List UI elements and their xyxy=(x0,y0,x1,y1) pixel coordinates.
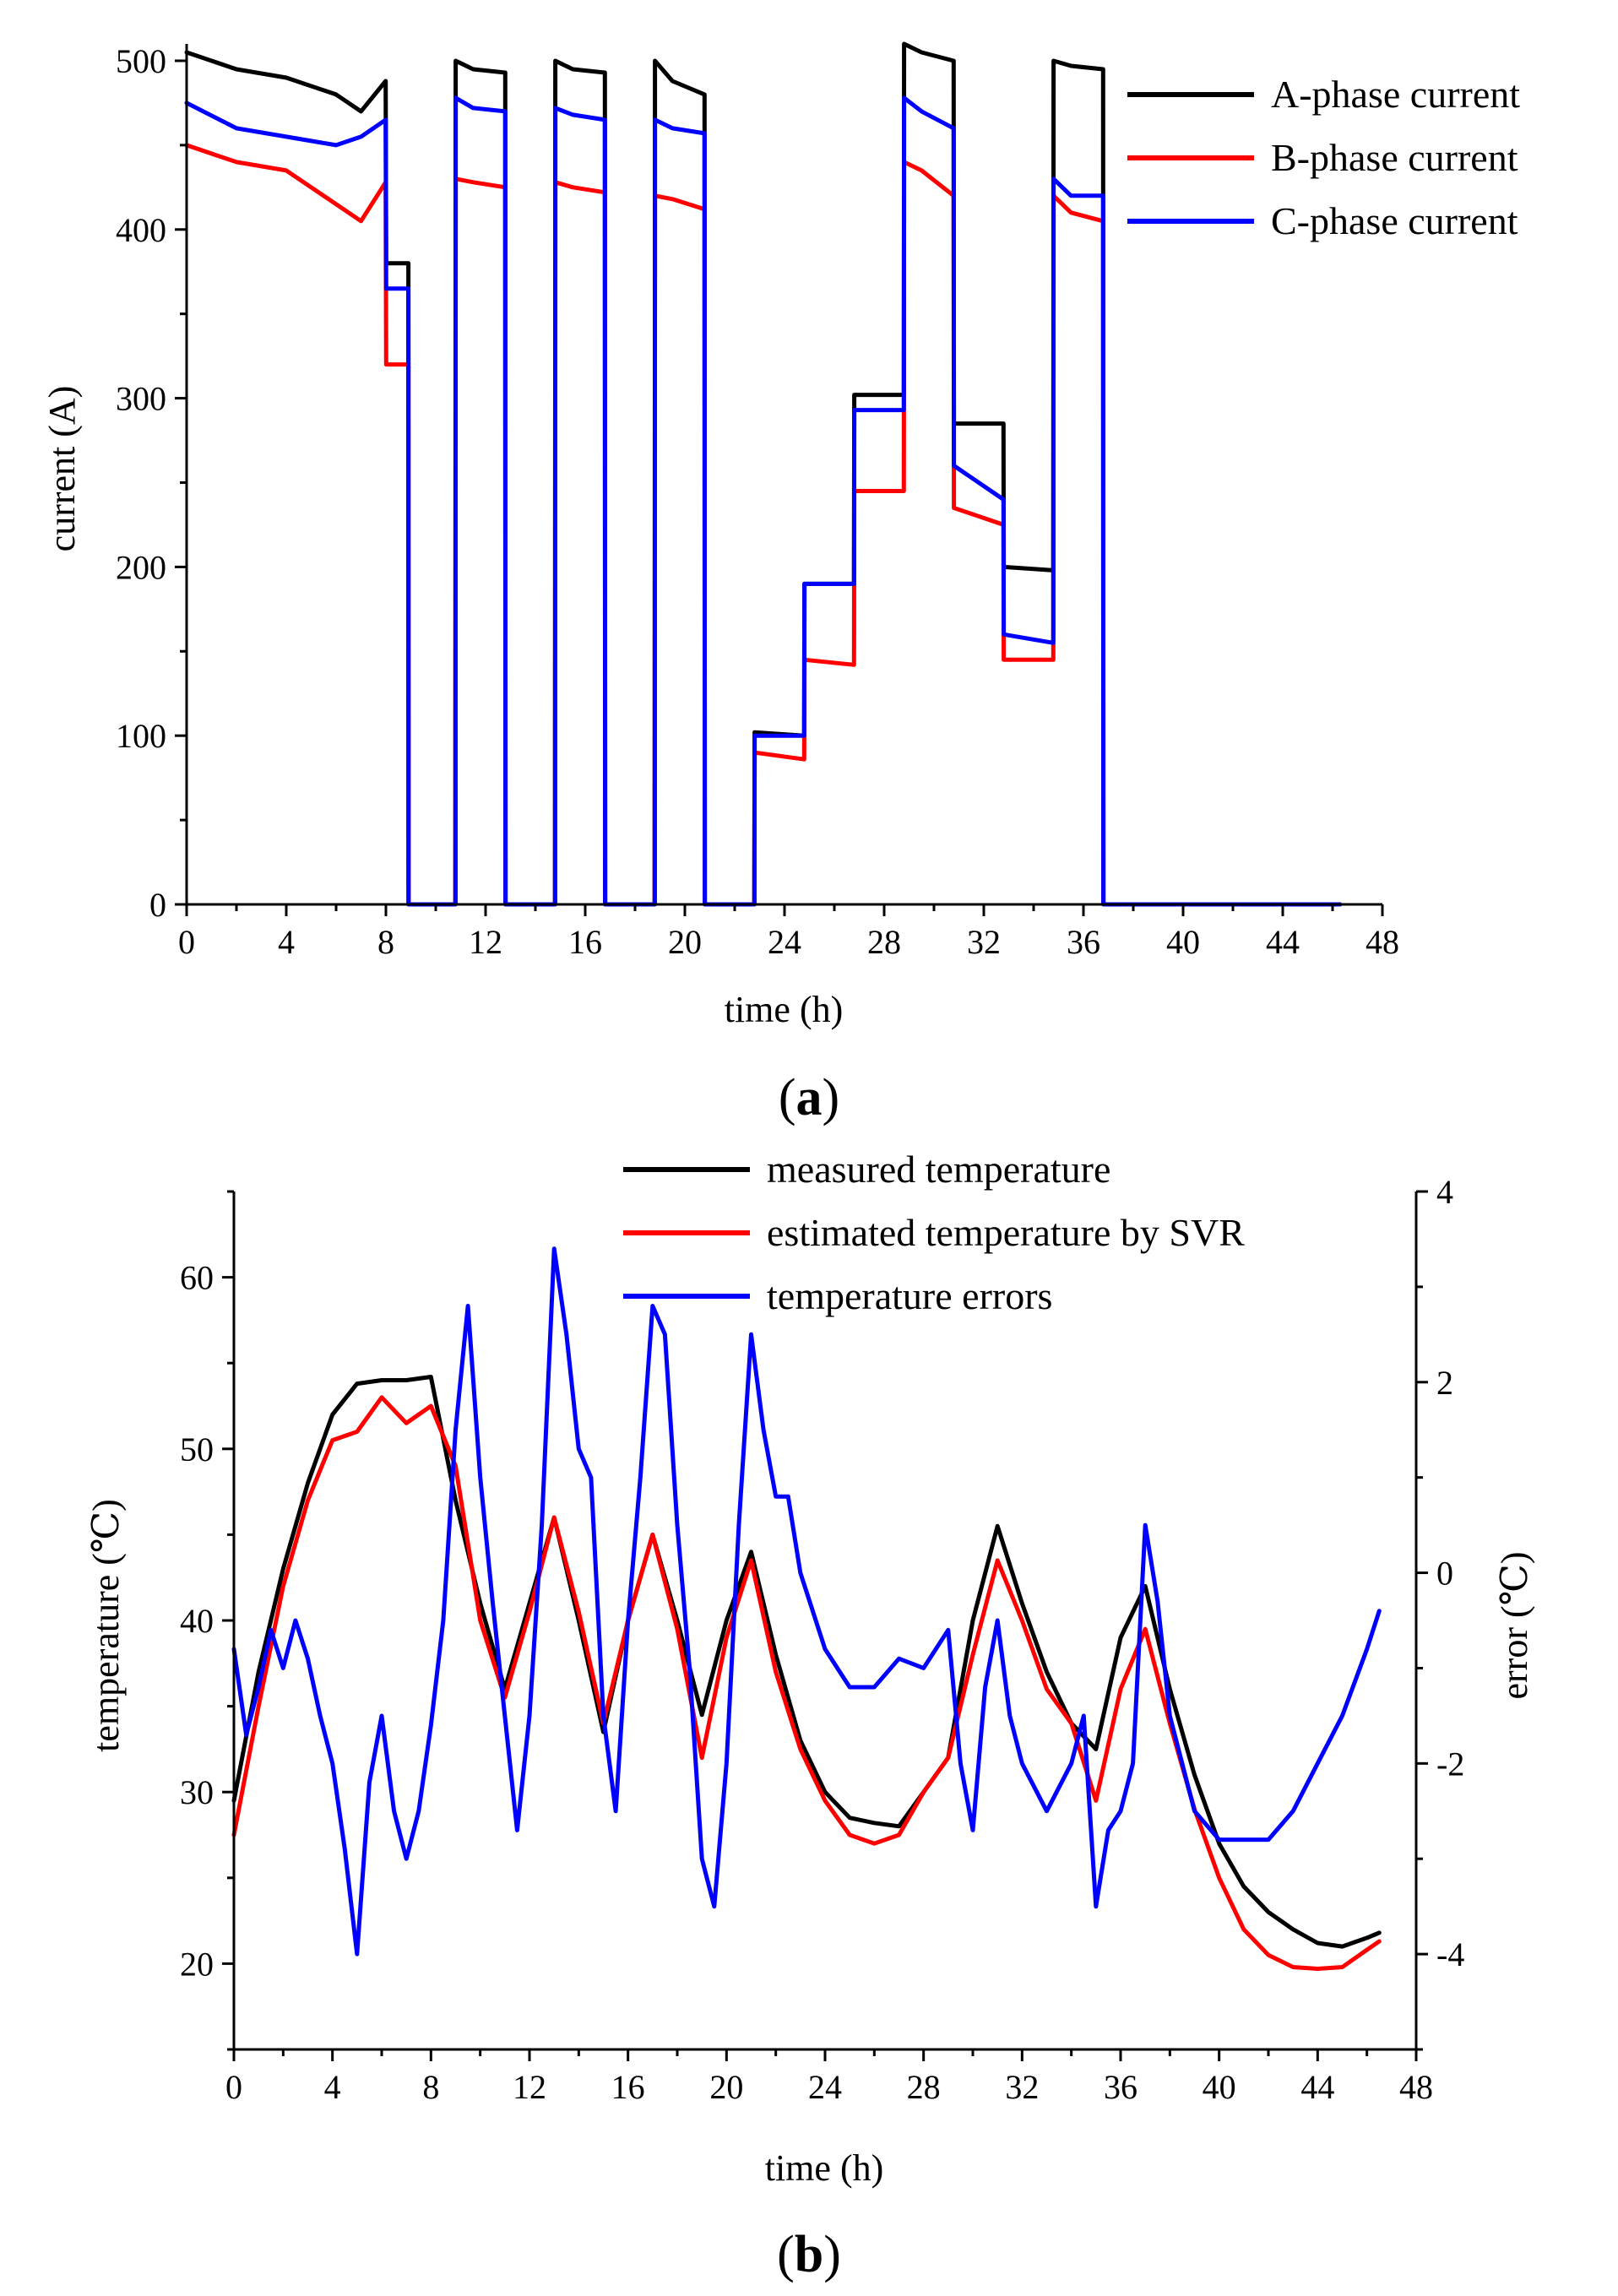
chart-a-legend-label-b-phase-current: B-phase current xyxy=(1271,136,1518,179)
chart-a: 0 4 8 12 16 20 24 28 32 36 40 44 480100200300400500 … xyxy=(41,41,1520,1126)
chart-a-series-group xyxy=(184,41,1343,907)
chart-b-panel-letter: b xyxy=(795,2226,823,2283)
chart-a-x-tick-label: 8 xyxy=(377,923,394,961)
chart-b-x-tick-label: 32 xyxy=(1005,2068,1039,2106)
chart-a-axes xyxy=(185,44,1382,906)
chart-a-panel-label: (a) xyxy=(779,1069,839,1126)
chart-b-y-tick-label: 40 xyxy=(180,1602,214,1640)
chart-b-y-tick-label: 30 xyxy=(180,1773,214,1811)
chart-a-x-tick-label: 32 xyxy=(967,923,1001,961)
chart-a-x-tick-label: 20 xyxy=(668,923,702,961)
chart-a-y-tick-label: 0 xyxy=(149,886,166,924)
chart-a-y-axis-label: current (A) xyxy=(41,386,83,552)
chart-b-series-group xyxy=(231,1246,1382,1971)
chart-b-y-tick-label: 20 xyxy=(180,1945,214,1983)
chart-a-x-tick-label: 28 xyxy=(867,923,901,961)
chart-a-panel-letter: a xyxy=(796,1069,823,1126)
chart-a-x-tick-label: 4 xyxy=(278,923,295,961)
chart-b-x-tick-label: 24 xyxy=(808,2068,842,2106)
chart-b-x-tick-label: 44 xyxy=(1300,2068,1334,2106)
chart-a-y-tick-label: 500 xyxy=(116,42,166,80)
chart-a-y-tick-label: 200 xyxy=(116,548,166,586)
chart-b-y-axis-label: temperature (℃) xyxy=(85,1499,127,1752)
chart-b-x-tick-label: 36 xyxy=(1104,2068,1137,2106)
chart-b-series-estimated-temperature-by-svr xyxy=(231,1395,1382,1971)
chart-b-x-tick-label: 12 xyxy=(513,2068,546,2106)
chart-b-x-tick-label: 40 xyxy=(1203,2068,1236,2106)
chart-b-legend-label-measured-temperature: measured temperature xyxy=(767,1148,1110,1191)
chart-a-legend-label-a-phase-current: A-phase current xyxy=(1271,73,1520,116)
chart-b-panel-label: (b) xyxy=(777,2226,841,2283)
chart-b: 0 4 8 12 16 20 24 28 32 36 40 44 482030405060-4-2024… xyxy=(85,1148,1535,2283)
chart-b-legend-label-temperature-errors: temperature errors xyxy=(767,1274,1052,1317)
chart-a-x-tick-label: 0 xyxy=(178,923,195,961)
chart-b-y2-tick-label: -2 xyxy=(1436,1745,1464,1783)
chart-a-series-b-phase-current xyxy=(184,143,1343,907)
chart-b-y2-tick-label: 4 xyxy=(1436,1173,1453,1211)
chart-a-y-tick-label: 400 xyxy=(116,211,166,249)
chart-a-x-tick-label: 44 xyxy=(1266,923,1300,961)
chart-a-y-tick-label: 300 xyxy=(116,380,166,418)
chart-a-y-tick-label: 100 xyxy=(116,717,166,755)
chart-a-x-tick-label: 40 xyxy=(1166,923,1200,961)
chart-a-series-a-phase-current xyxy=(184,41,1343,907)
chart-b-x-tick-label: 0 xyxy=(225,2068,242,2106)
chart-b-y-tick-label: 60 xyxy=(180,1259,214,1297)
chart-a-x-tick-label: 24 xyxy=(768,923,801,961)
chart-b-x-axis-label: time (h) xyxy=(765,2147,884,2189)
chart-b-series-temperature-errors xyxy=(231,1246,1382,1957)
chart-b-x-tick-label: 48 xyxy=(1399,2068,1433,2106)
chart-a-legend: A-phase current B-phase current C-phase cu… xyxy=(1127,73,1520,242)
chart-a-legend-label-c-phase-current: C-phase current xyxy=(1271,199,1518,242)
chart-a-x-tick-label: 48 xyxy=(1366,923,1399,961)
chart-b-y2-tick-label: -4 xyxy=(1436,1935,1464,1973)
chart-b-legend-label-estimated-temperature-by-svr: estimated temperature by SVR xyxy=(767,1211,1245,1254)
chart-b-legend: measured temperature estimated temperatur… xyxy=(623,1148,1245,1317)
chart-a-x-tick-label: 16 xyxy=(568,923,602,961)
chart-a-x-axis-label: time (h) xyxy=(725,989,844,1030)
chart-b-x-tick-label: 16 xyxy=(611,2068,645,2106)
chart-b-x-tick-label: 4 xyxy=(324,2068,341,2106)
chart-b-y2-tick-label: 2 xyxy=(1436,1364,1453,1402)
chart-b-x-tick-label: 28 xyxy=(907,2068,941,2106)
chart-b-y2-tick-label: 0 xyxy=(1436,1555,1453,1593)
chart-b-series-measured-temperature xyxy=(231,1375,1382,1949)
chart-b-y-tick-label: 50 xyxy=(180,1430,214,1468)
chart-b-y2-axis-label: error (℃) xyxy=(1494,1551,1535,1699)
chart-a-x-tick-label: 36 xyxy=(1067,923,1100,961)
chart-a-series-c-phase-current xyxy=(184,95,1343,907)
chart-a-x-tick-label: 12 xyxy=(469,923,502,961)
chart-b-x-tick-label: 8 xyxy=(422,2068,439,2106)
chart-b-x-tick-label: 20 xyxy=(709,2068,743,2106)
